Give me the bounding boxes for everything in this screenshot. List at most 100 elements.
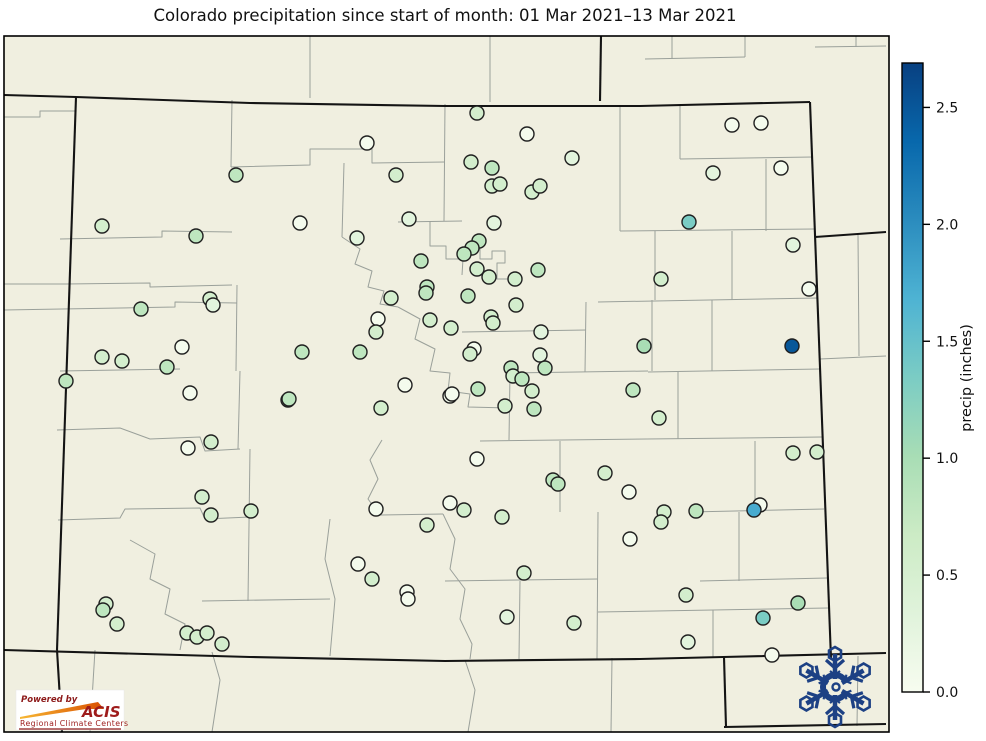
colorbar-tick-label: 2.0 (936, 217, 958, 233)
county-line (3, 308, 63, 311)
station-point (688, 503, 704, 519)
station-point (494, 509, 510, 525)
station-point (95, 602, 111, 618)
map-axes-frame (3, 35, 890, 733)
acis-subtitle-text: Regional Climate Centers (20, 719, 129, 728)
county-boundary-lines (3, 36, 887, 733)
county-line (230, 148, 446, 168)
station-point (764, 647, 780, 663)
map-axes-background (4, 36, 889, 732)
colorbar-tick-labels: 0.0 0.5 1.0 1.5 2.0 2.5 (936, 100, 958, 701)
station-point (785, 445, 801, 461)
county-line (819, 355, 887, 360)
colorbar-tick-label: 1.5 (936, 334, 958, 350)
county-line (461, 329, 587, 333)
station-point (597, 465, 613, 481)
county-line (596, 511, 599, 660)
county-line (56, 427, 241, 452)
station-point (370, 311, 386, 327)
county-line (647, 368, 821, 373)
station-point (530, 262, 546, 278)
county-line (397, 306, 510, 409)
state-line (722, 656, 728, 728)
station-point (469, 105, 485, 121)
station-point (753, 115, 769, 131)
county-line (341, 162, 345, 238)
station-point (359, 135, 375, 151)
station-point (133, 301, 149, 317)
station-point (418, 285, 434, 301)
station-point (550, 476, 566, 492)
station-point (58, 373, 74, 389)
station-point (564, 150, 580, 166)
station-point (653, 271, 669, 287)
station-point (481, 269, 497, 285)
county-line (237, 370, 241, 450)
station-point (413, 253, 429, 269)
station-point (443, 320, 459, 336)
state-line (75, 95, 811, 108)
county-line (857, 234, 860, 357)
acis-logo: Powered by ACIS Regional Climate Centers (15, 689, 129, 731)
county-line (619, 228, 816, 232)
state-line (814, 230, 887, 239)
county-line (442, 513, 473, 660)
county-line (247, 448, 251, 602)
station-point (773, 160, 789, 176)
station-point (526, 401, 542, 417)
county-line (509, 370, 649, 374)
county-line (443, 103, 446, 222)
station-point (746, 502, 762, 518)
colorbar-axis-label: precip (inches) (959, 324, 975, 432)
colorbar-gradient-bar (901, 62, 924, 693)
station-point (422, 312, 438, 328)
station-point (109, 616, 125, 632)
station-point (516, 565, 532, 581)
station-point (180, 440, 196, 456)
county-line (429, 222, 464, 276)
station-point (400, 591, 416, 607)
station-point (790, 595, 806, 611)
station-point (785, 237, 801, 253)
station-point (519, 126, 535, 142)
county-line (379, 513, 444, 516)
county-line (4, 110, 76, 118)
station-point (486, 215, 502, 231)
colorbar: 0.0 0.5 1.0 1.5 2.0 2.5 precip (inches) (901, 62, 975, 701)
station-point (203, 434, 219, 450)
county-line (65, 282, 233, 288)
station-point (470, 381, 486, 397)
county-line (518, 580, 521, 660)
snowflake-logo (799, 645, 871, 729)
county-line (211, 651, 221, 733)
state-line (3, 648, 887, 663)
station-point (755, 610, 771, 626)
station-point (203, 507, 219, 523)
colorbar-tick-label: 0.0 (936, 685, 958, 701)
station-point (292, 215, 308, 231)
acis-name-text: ACIS (81, 703, 121, 721)
state-line (598, 35, 603, 102)
station-point (294, 344, 310, 360)
acis-powered-by-text: Powered by (21, 695, 78, 705)
colorbar-tick-label: 0.5 (936, 568, 958, 584)
station-point (401, 211, 417, 227)
station-point (114, 353, 130, 369)
county-line (479, 236, 510, 280)
station-point (514, 371, 530, 387)
county-line (597, 297, 819, 303)
station-point (566, 615, 582, 631)
station-point (469, 261, 485, 277)
station-point (174, 339, 190, 355)
station-point (383, 290, 399, 306)
station-point (159, 359, 175, 375)
station-point (205, 297, 221, 313)
chart-title: Colorado precipitation since start of mo… (154, 6, 737, 25)
county-line (644, 56, 746, 60)
station-point (397, 377, 413, 393)
station-point (469, 451, 485, 467)
station-point (281, 391, 297, 407)
station-point (636, 338, 652, 354)
county-line (341, 236, 399, 308)
